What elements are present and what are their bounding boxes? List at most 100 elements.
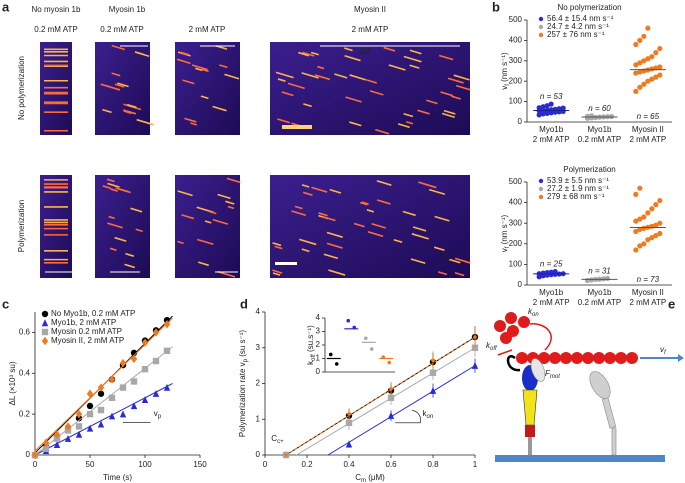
dot: [657, 45, 663, 52]
streak: [191, 64, 208, 71]
y-axis-label: ΔL (×10³ su): [8, 361, 17, 405]
point: [431, 358, 435, 363]
point: [41, 328, 49, 336]
streak: [217, 193, 231, 200]
streak: [272, 242, 282, 247]
dot: [633, 191, 639, 197]
streak: [125, 252, 135, 257]
diagram-label: vf: [660, 345, 667, 355]
streak: [454, 257, 471, 264]
legend-label: 27.2 ± 1.9 nm s⁻¹: [547, 184, 609, 193]
legend-label: No Myo1b, 0.2 mM ATP: [51, 309, 135, 318]
streak: [410, 258, 426, 265]
streak: [224, 73, 240, 80]
streak: [204, 220, 212, 224]
inset-background: [295, 312, 401, 378]
point: [141, 338, 149, 347]
streak: [302, 191, 313, 196]
streak: [106, 85, 121, 91]
dot: [649, 206, 655, 212]
streak: [409, 49, 422, 55]
point: [163, 320, 171, 329]
condition-label: 2 mM ATP: [352, 25, 389, 34]
point: [64, 422, 72, 431]
streak: [111, 72, 121, 77]
condition-label: 0.2 mM ATP: [100, 25, 143, 34]
streak: [176, 58, 191, 65]
y-tick-label: 300: [509, 218, 523, 227]
streak: [397, 123, 410, 129]
dot: [645, 78, 651, 84]
streak: [433, 246, 445, 252]
n-label: n = 53: [540, 92, 563, 101]
streak: [453, 74, 470, 81]
dot: [649, 235, 655, 241]
streak: [301, 184, 310, 188]
x-tick-label: 2 mM ATP: [533, 135, 570, 144]
y-tick-label: 500: [509, 177, 523, 186]
point: [345, 440, 353, 448]
streak: [329, 188, 342, 194]
row-label: Polymerization: [17, 200, 26, 252]
x-tick-label: 1: [473, 460, 478, 469]
streak: [314, 74, 331, 81]
annotation: ΔL: [443, 251, 453, 260]
point: [130, 378, 138, 385]
y-tick-label: 100: [509, 260, 523, 269]
x-tick-label: Myosin II: [632, 125, 664, 134]
diagram-label: koff: [486, 341, 498, 351]
dot: [604, 275, 611, 282]
streak: [226, 177, 241, 184]
legend-label: Myo1b, 2 mM ATP: [51, 318, 116, 327]
dot: [645, 25, 651, 31]
point: [130, 354, 138, 364]
annotation-arc: [395, 410, 422, 424]
dot: [657, 220, 663, 226]
streak: [217, 270, 236, 278]
streak: [108, 215, 115, 220]
dot: [346, 318, 351, 323]
streak: [102, 185, 111, 190]
x-tick-label: 0.2 mM ATP: [578, 135, 621, 144]
streak: [107, 182, 120, 188]
point: [42, 445, 50, 453]
y-axis-label-part: f: [505, 246, 511, 248]
x-tick-label: 0: [263, 460, 268, 469]
n-label: n = 60: [588, 104, 611, 113]
dot: [645, 210, 651, 216]
dot: [536, 105, 542, 111]
y-tick-label: 0.6: [19, 328, 31, 337]
legend-label: 279 ± 68 nm s⁻¹: [547, 192, 605, 201]
point: [141, 366, 149, 373]
column-header: Myosin 1b: [109, 5, 146, 14]
monomers: [494, 312, 530, 344]
streak: [195, 67, 203, 72]
x-axis-label-part: m: [361, 478, 366, 483]
y-axis-label-part: (nm s⁻¹): [500, 52, 509, 84]
point: [284, 453, 288, 457]
dot: [641, 33, 647, 39]
streak: [353, 222, 365, 228]
streak: [212, 218, 229, 225]
streak: [443, 109, 456, 115]
y-tick-label: 1: [256, 414, 261, 423]
point: [86, 389, 94, 398]
label-sub: mot: [550, 374, 560, 380]
chart-title: Polymerization: [563, 165, 615, 174]
fit-line: [34, 317, 173, 452]
dot: [641, 81, 647, 87]
streak: [441, 112, 455, 119]
kon-arrow: [529, 323, 552, 351]
point: [471, 361, 479, 369]
x-axis-label-part: (μM): [366, 473, 385, 482]
diagram-label: Fmot: [545, 369, 560, 379]
column-header: No myosin 1b: [32, 5, 81, 14]
streak: [376, 199, 391, 205]
streak: [388, 64, 406, 71]
dot: [633, 62, 639, 68]
streak: [294, 205, 303, 210]
streak: [196, 238, 214, 246]
annotation: ΔX: [360, 47, 371, 56]
